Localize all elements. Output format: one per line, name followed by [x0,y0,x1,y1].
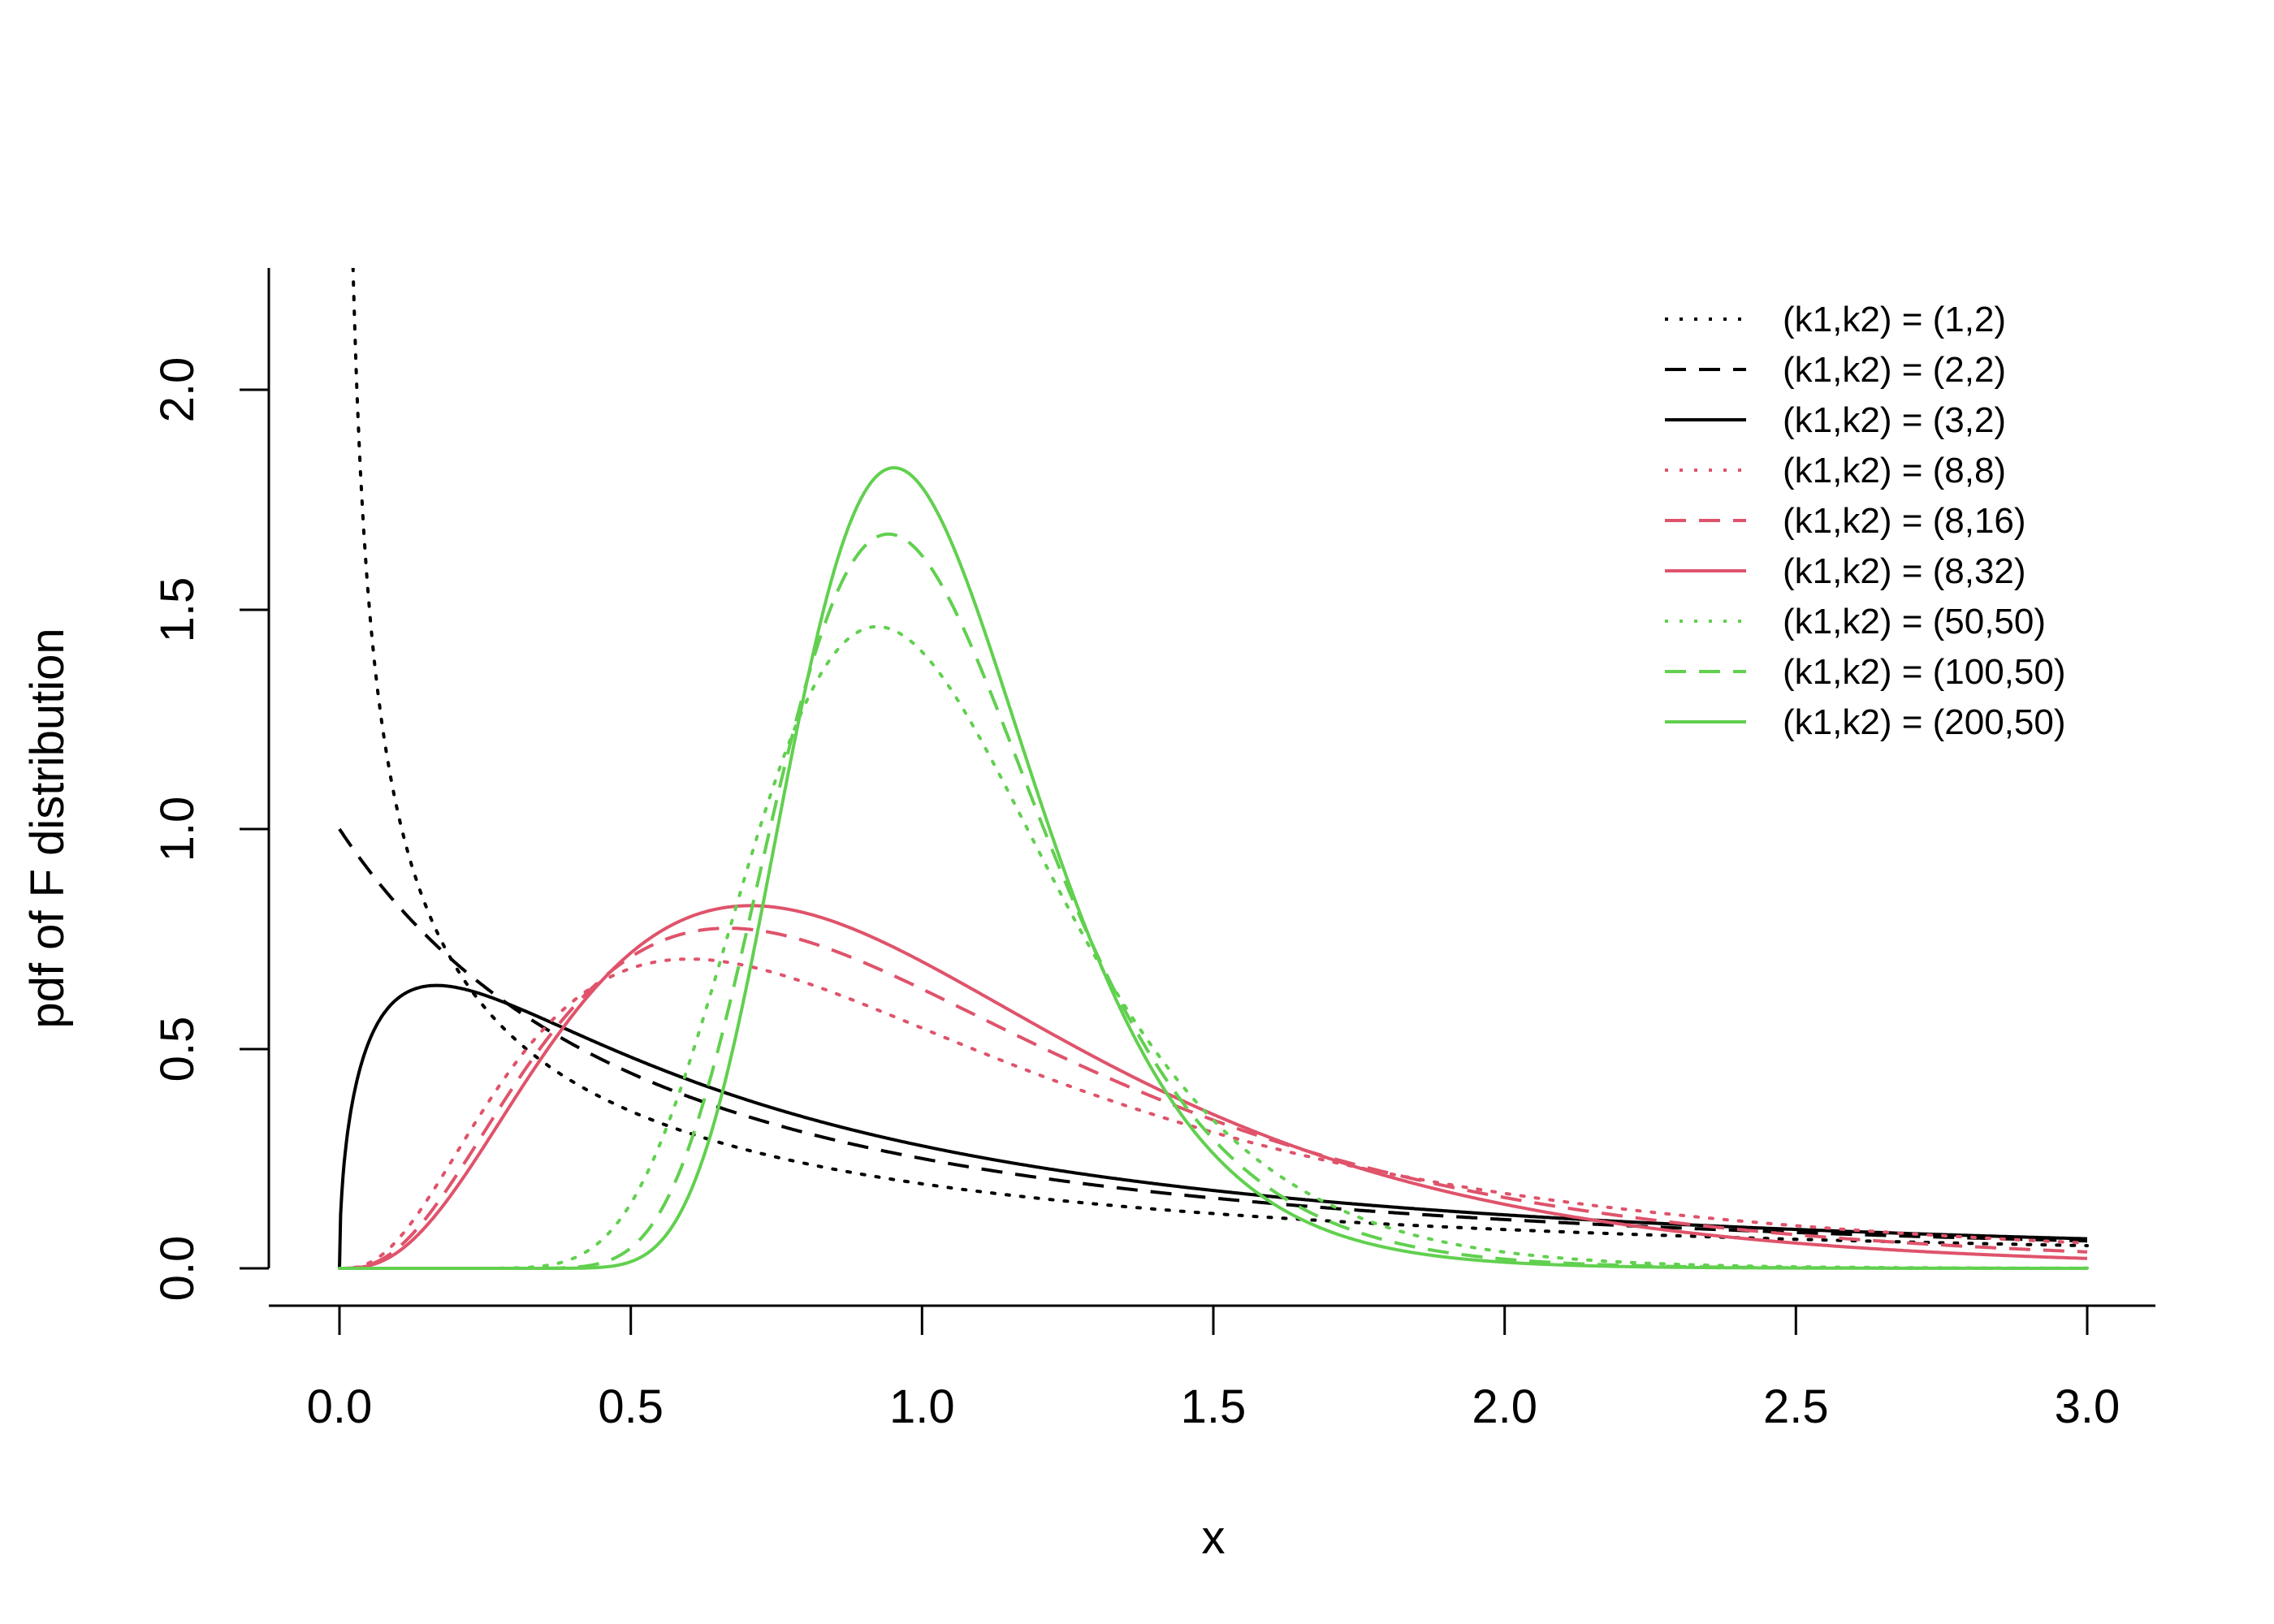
y-tick-label: 1.5 [151,577,204,643]
series-line-8-8 [338,957,2089,1270]
series-line-2-2 [338,827,2087,1243]
y-tick: 1.5 [151,577,269,643]
legend-label: (k1,k2) = (3,2) [1783,400,2006,440]
x-tick-label: 2.5 [1763,1380,1829,1433]
x-tick: 2.0 [1472,1306,1537,1433]
y-tick: 1.0 [151,797,269,862]
legend-label: (k1,k2) = (8,32) [1783,551,2026,591]
legend-entry: (k1,k2) = (2,2) [1665,350,2006,390]
legend-entry: (k1,k2) = (100,50) [1665,652,2066,692]
series-line-8-32 [339,904,2087,1270]
legend-entry: (k1,k2) = (200,50) [1665,702,2066,742]
legend-label: (k1,k2) = (1,2) [1783,300,2006,339]
legend-label: (k1,k2) = (8,16) [1783,501,2026,541]
y-tick-label: 1.0 [151,797,204,862]
legend-entry: (k1,k2) = (50,50) [1665,602,2046,641]
legend-label: (k1,k2) = (8,8) [1783,451,2006,490]
x-tick: 0.5 [598,1306,664,1433]
x-tick-label: 0.5 [598,1380,664,1433]
series-lines [338,268,2089,1270]
y-axis-ticks: 0.0 0.5 1.0 1.5 2.0 [151,357,269,1302]
y-tick-label: 0.5 [151,1017,204,1082]
x-tick-label: 0.0 [307,1380,373,1433]
y-tick: 2.0 [151,357,269,423]
x-tick: 2.5 [1763,1306,1829,1433]
x-tick-label: 2.0 [1472,1380,1537,1433]
y-tick: 0.0 [151,1236,269,1302]
y-tick-label: 2.0 [151,357,204,423]
legend-label: (k1,k2) = (200,50) [1783,702,2066,742]
x-tick: 0.0 [307,1306,373,1433]
legend-entry: (k1,k2) = (8,8) [1665,451,2006,490]
y-tick-label: 0.0 [151,1236,204,1302]
y-tick: 0.5 [151,1017,269,1082]
x-axis-label: x [1202,1511,1226,1564]
legend-label: (k1,k2) = (50,50) [1783,602,2046,641]
x-tick: 3.0 [2055,1306,2121,1433]
series-line-100-50 [339,532,2087,1270]
series-line-200-50 [339,466,2087,1270]
x-tick-label: 1.0 [889,1380,955,1433]
legend: (k1,k2) = (1,2) (k1,k2) = (2,2) (k1,k2) = … [1665,300,2066,742]
legend-entry: (k1,k2) = (3,2) [1665,400,2006,440]
y-axis-label: pdf of F distribution [21,628,74,1028]
x-tick-label: 3.0 [2055,1380,2121,1433]
legend-entry: (k1,k2) = (8,16) [1665,501,2026,541]
legend-label: (k1,k2) = (2,2) [1783,350,2006,390]
legend-entry: (k1,k2) = (1,2) [1665,300,2006,339]
series-line-1-2 [351,268,2089,1248]
x-tick-label: 1.5 [1181,1380,1247,1433]
x-tick: 1.5 [1181,1306,1247,1433]
legend-label: (k1,k2) = (100,50) [1783,652,2066,692]
series-line-3-2 [338,983,2087,1269]
x-axis-ticks: 0.0 0.5 1.0 1.5 2.0 2.5 3.0 [307,1306,2121,1433]
x-tick: 1.0 [889,1306,955,1433]
legend-entry: (k1,k2) = (8,32) [1665,551,2026,591]
